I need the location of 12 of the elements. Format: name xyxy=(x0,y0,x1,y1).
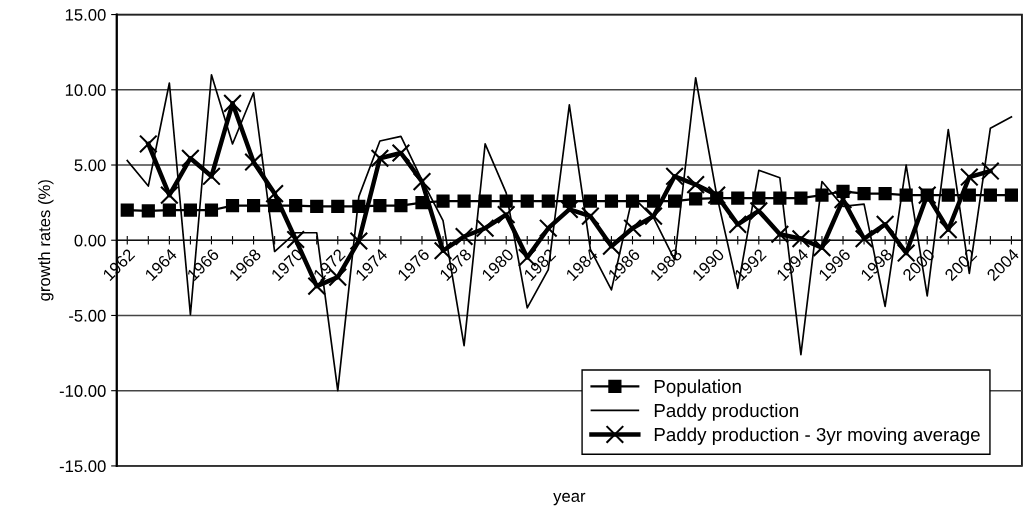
x-axis-title: year xyxy=(553,492,586,506)
y-tick-label: 10.00 xyxy=(65,84,106,96)
legend-label: Population xyxy=(654,379,741,397)
legend-label: Paddy production xyxy=(654,403,799,421)
y-tick-label: 0.00 xyxy=(74,234,106,247)
y-tick-label: -15.00 xyxy=(59,460,106,473)
y-tick-label: -10.00 xyxy=(59,385,106,397)
legend-label: Paddy production - 3yr moving average xyxy=(654,427,980,445)
y-tick-label: 15.00 xyxy=(65,8,106,21)
y-tick-label: -5.00 xyxy=(69,309,106,322)
y-axis-title: growth rates (%) xyxy=(37,180,54,301)
y-tick-label: 5.00 xyxy=(74,159,106,172)
